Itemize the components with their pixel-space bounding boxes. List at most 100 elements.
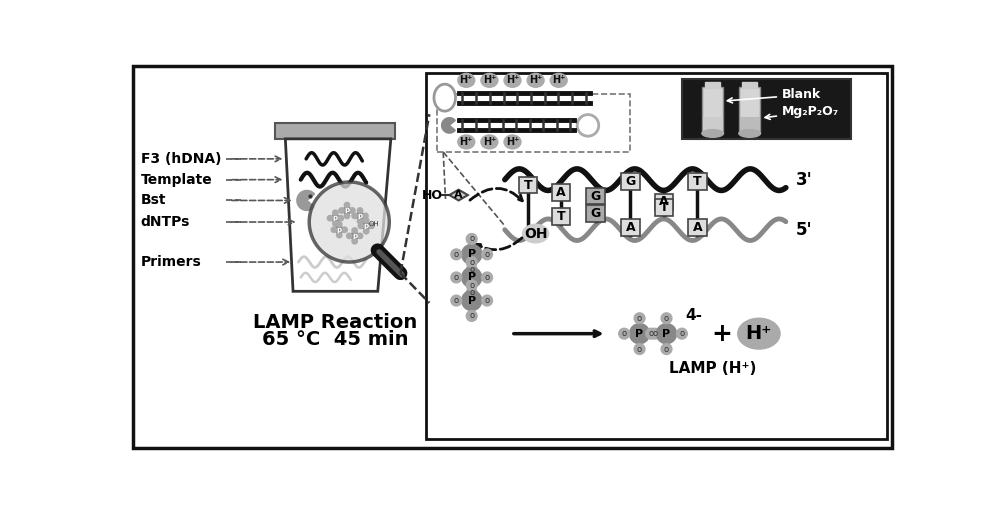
Text: o: o <box>664 345 669 354</box>
Ellipse shape <box>451 295 462 306</box>
Ellipse shape <box>677 328 687 339</box>
Ellipse shape <box>504 135 521 149</box>
Circle shape <box>337 233 342 238</box>
Ellipse shape <box>466 234 477 244</box>
Text: o: o <box>469 258 474 267</box>
Polygon shape <box>449 190 468 201</box>
Circle shape <box>357 208 363 213</box>
Circle shape <box>352 239 357 244</box>
Ellipse shape <box>634 344 645 354</box>
Ellipse shape <box>481 73 498 87</box>
Text: o: o <box>454 273 459 282</box>
Text: o: o <box>652 329 658 338</box>
Circle shape <box>364 229 369 234</box>
Text: T: T <box>524 179 532 191</box>
Text: P: P <box>662 329 671 338</box>
Text: Primers: Primers <box>141 255 201 269</box>
Ellipse shape <box>482 249 492 260</box>
Text: H⁺: H⁺ <box>506 75 519 86</box>
Ellipse shape <box>462 291 482 310</box>
Ellipse shape <box>462 267 482 288</box>
Text: o: o <box>649 329 654 338</box>
FancyBboxPatch shape <box>688 173 707 190</box>
Ellipse shape <box>458 135 475 149</box>
Circle shape <box>357 233 363 239</box>
Ellipse shape <box>466 288 477 298</box>
Circle shape <box>364 218 369 223</box>
Circle shape <box>350 208 355 213</box>
Ellipse shape <box>646 328 656 339</box>
Text: p: p <box>333 215 338 221</box>
Text: Blank: Blank <box>727 89 821 103</box>
Ellipse shape <box>462 244 482 264</box>
Circle shape <box>347 233 352 239</box>
Circle shape <box>363 213 368 218</box>
Text: o: o <box>664 314 669 323</box>
Text: A: A <box>625 221 635 234</box>
Text: G: G <box>591 189 601 203</box>
Text: H⁺: H⁺ <box>506 137 519 147</box>
Ellipse shape <box>332 214 339 222</box>
Text: T: T <box>693 175 702 188</box>
Text: P: P <box>468 272 476 282</box>
Text: OH: OH <box>524 227 547 241</box>
Text: G: G <box>625 175 635 188</box>
Text: P: P <box>635 329 644 338</box>
Circle shape <box>369 223 374 229</box>
Text: 65 °C  45 min: 65 °C 45 min <box>262 329 409 349</box>
Circle shape <box>331 227 337 233</box>
Text: o: o <box>485 273 490 282</box>
Ellipse shape <box>335 226 343 234</box>
Ellipse shape <box>451 272 462 283</box>
Bar <box>437 94 630 152</box>
Text: HO: HO <box>422 188 443 202</box>
FancyBboxPatch shape <box>655 199 673 216</box>
Ellipse shape <box>481 135 498 149</box>
Text: Template: Template <box>141 173 212 187</box>
Text: LAMP (H⁺): LAMP (H⁺) <box>669 361 756 376</box>
Ellipse shape <box>458 73 475 87</box>
Text: H⁺: H⁺ <box>460 75 473 86</box>
Text: 5': 5' <box>796 221 812 239</box>
Wedge shape <box>442 118 455 133</box>
Text: o: o <box>622 329 627 338</box>
Ellipse shape <box>482 272 492 283</box>
Text: +: + <box>712 322 732 346</box>
Text: A: A <box>454 190 463 200</box>
Ellipse shape <box>656 324 677 344</box>
Circle shape <box>333 210 338 215</box>
Text: Mg₂P₂O₇: Mg₂P₂O₇ <box>765 105 839 120</box>
FancyBboxPatch shape <box>621 173 640 190</box>
Text: o: o <box>485 250 490 259</box>
Text: o: o <box>679 329 684 338</box>
Text: p: p <box>337 227 342 233</box>
Text: 3': 3' <box>796 171 813 189</box>
Text: p: p <box>364 223 369 229</box>
Text: A: A <box>556 186 566 200</box>
FancyBboxPatch shape <box>688 219 707 236</box>
Ellipse shape <box>661 313 672 324</box>
Ellipse shape <box>466 310 477 321</box>
FancyBboxPatch shape <box>519 177 537 193</box>
Ellipse shape <box>362 222 370 230</box>
Ellipse shape <box>619 328 630 339</box>
Text: o: o <box>469 312 474 321</box>
Ellipse shape <box>650 328 660 339</box>
Polygon shape <box>285 139 391 291</box>
Ellipse shape <box>434 84 456 111</box>
Text: T: T <box>557 210 565 223</box>
Circle shape <box>337 221 342 227</box>
Wedge shape <box>297 190 315 210</box>
Ellipse shape <box>356 212 364 220</box>
Text: p: p <box>357 213 363 219</box>
Circle shape <box>358 223 364 229</box>
Circle shape <box>357 218 363 224</box>
Circle shape <box>352 228 357 233</box>
Text: p: p <box>344 208 350 213</box>
FancyBboxPatch shape <box>552 184 570 202</box>
Circle shape <box>339 208 344 213</box>
Ellipse shape <box>451 249 462 260</box>
Ellipse shape <box>466 264 477 275</box>
Bar <box>702 87 723 133</box>
Text: A: A <box>692 221 702 234</box>
